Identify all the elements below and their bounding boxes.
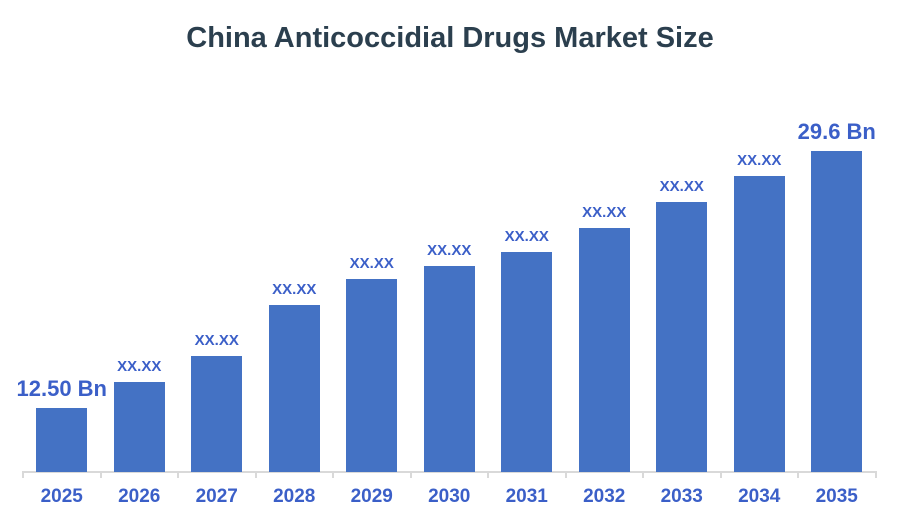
bar-value-label-2033: XX.XX [659,177,704,195]
bar-value-label-2032: XX.XX [582,203,627,221]
axis-tick [564,471,567,478]
bar-2034 [733,176,785,472]
axis-tick [22,471,24,478]
bar-2025 [36,408,88,472]
axis-tick [409,471,412,478]
bar-2026 [113,382,165,472]
bar-value-label-2035: 29.6 Bn [797,118,876,144]
axis-tick [642,471,644,478]
x-axis-label-2026: 2026 [118,486,161,507]
x-axis-label-2032: 2032 [583,486,626,507]
axis-tick [332,471,334,478]
axis-tick [254,471,257,478]
x-axis-label-2029: 2029 [350,486,393,507]
x-axis-line [23,471,876,473]
bar-2031 [501,252,553,472]
x-axis-label-2027: 2027 [195,486,238,507]
bar-value-label-2030: XX.XX [427,241,472,259]
x-axis-label-2028: 2028 [273,486,316,507]
bar-value-label-2034: XX.XX [737,151,782,169]
x-axis-label-2031: 2031 [505,486,548,507]
bar-value-label-2031: XX.XX [504,227,549,245]
bar-2030 [423,266,475,472]
bar-value-label-2029: XX.XX [349,254,394,272]
bar-value-label-2028: XX.XX [272,280,317,298]
x-axis-label-2025: 2025 [40,486,83,507]
axis-tick [874,471,877,478]
axis-tick [719,471,722,478]
axis-tick [487,471,489,478]
x-axis-label-2033: 2033 [660,486,703,507]
bar-value-label-2027: XX.XX [194,331,239,349]
bar-value-label-2025: 12.50 Bn [16,375,108,401]
axis-tick [797,471,799,478]
bar-2032 [578,228,630,472]
bar-2029 [346,279,398,472]
chart-title: China Anticoccidial Drugs Market Size [186,22,714,54]
bar-2033 [656,202,708,472]
bar-value-label-2026: XX.XX [117,357,162,375]
bar-2028 [268,305,320,472]
axis-tick [99,471,102,478]
axis-tick [177,471,179,478]
bar-2035 [811,151,863,472]
bar-2027 [191,356,243,472]
x-axis-label-2030: 2030 [428,486,471,507]
x-axis-label-2035: 2035 [815,486,858,507]
x-axis-label-2034: 2034 [738,486,781,507]
